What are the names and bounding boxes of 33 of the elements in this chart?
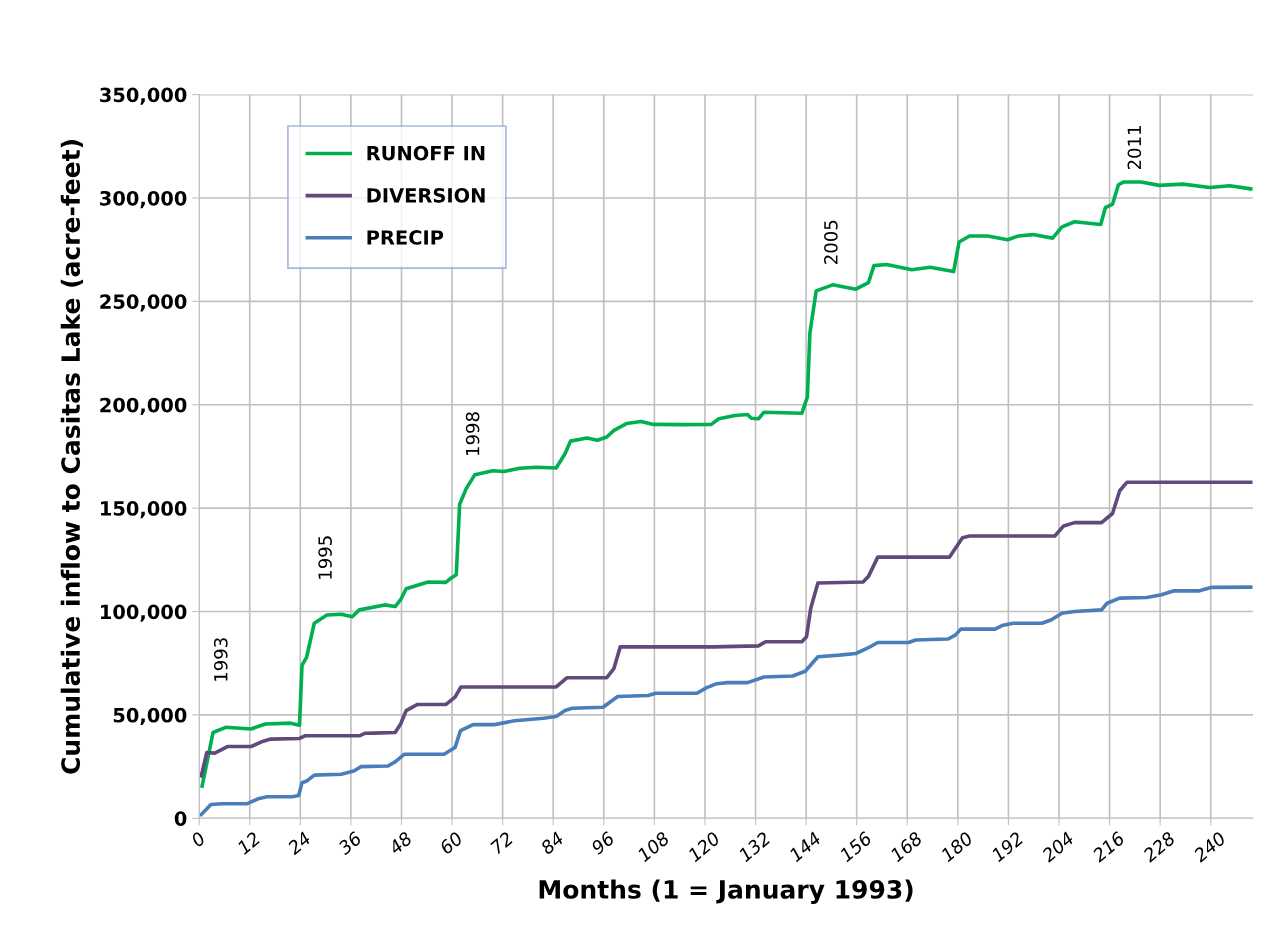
legend-label: RUNOFF IN (367, 145, 485, 161)
x-tick-label: 192 (990, 831, 1025, 863)
y-tick-label: 50,000 (113, 707, 187, 726)
x-tick-label: 72 (489, 831, 514, 855)
x-tick-label: 24 (286, 831, 312, 856)
x-tick-label: 168 (889, 830, 924, 863)
y-tick-label: 300,000 (100, 190, 187, 209)
y-tick-label: 150,000 (101, 501, 187, 519)
legend-label: DIVERSION (367, 187, 485, 203)
x-tick-label: 60 (438, 830, 464, 855)
y-tick-label: 200,000 (100, 397, 187, 415)
y-tick-label: 100,000 (101, 604, 187, 622)
annotation: 2005 (824, 220, 838, 264)
y-tick-label: 350,000 (100, 87, 187, 105)
annotation: 1993 (213, 638, 228, 681)
x-tick-label: 84 (539, 831, 565, 856)
y-tick-label: 0 (174, 811, 187, 826)
y-axis-title: Cumulative inflow to Casitas Lake (acre-feet) (60, 140, 84, 774)
y-tick-label: 250,000 (100, 294, 187, 312)
x-tick-label: 0 (190, 830, 207, 848)
annotation: 1998 (465, 412, 480, 455)
x-tick-label: 132 (737, 831, 772, 863)
annotation: 2011 (1127, 126, 1142, 170)
legend-label: PRECIP (367, 230, 444, 245)
x-tick-label: 120 (687, 830, 721, 863)
x-tick-label: 48 (387, 830, 414, 856)
x-tick-label: 96 (590, 830, 616, 856)
annotation: 1995 (318, 536, 332, 579)
x-tick-label: 36 (336, 830, 363, 856)
x-axis-title: Months (1 = January 1993) (539, 879, 913, 904)
x-tick-label: 180 (939, 830, 974, 863)
x-tick-label: 12 (236, 831, 261, 855)
x-tick-label: 108 (636, 830, 671, 863)
